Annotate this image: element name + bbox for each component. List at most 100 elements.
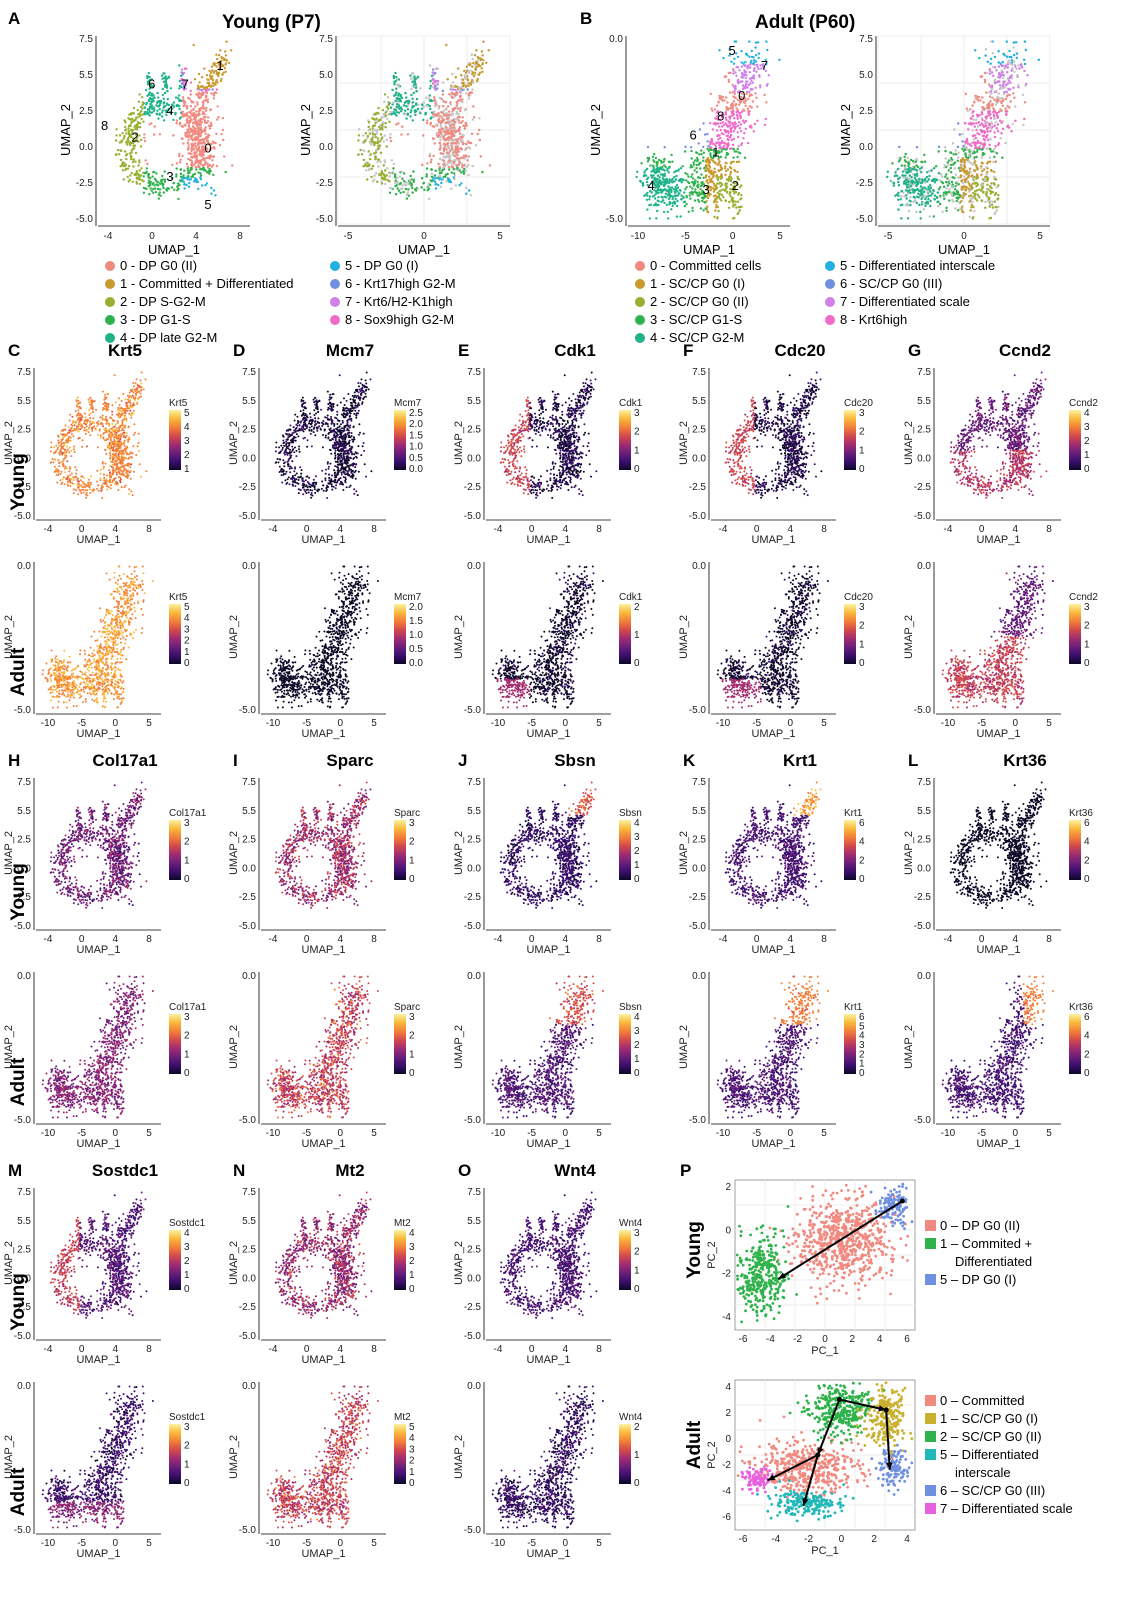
panel-title-young: Young (P7) [222, 12, 321, 33]
cell-point [205, 89, 207, 91]
cell-point [146, 111, 148, 113]
cell-point [143, 137, 145, 139]
cell-point [200, 107, 202, 109]
cell-point [159, 108, 161, 110]
cell-point [154, 184, 156, 186]
cell-point [201, 159, 203, 161]
cell-point [145, 171, 147, 173]
cell-point [140, 145, 142, 147]
cell-point [421, 108, 423, 110]
cell-point [228, 62, 230, 64]
cell-point [212, 79, 214, 81]
cell-point [138, 159, 140, 161]
cell-point [149, 187, 151, 189]
cell-point [395, 100, 397, 102]
cell-point [204, 113, 206, 115]
y-tick-label: -5.0 [76, 214, 94, 225]
cell-point [181, 68, 183, 70]
cell-point [192, 139, 194, 141]
cell-point [215, 79, 217, 81]
cell-point [178, 64, 180, 66]
cell-point [213, 97, 215, 99]
cell-point [190, 93, 192, 95]
cell-point [204, 160, 206, 162]
cell-point [377, 137, 379, 139]
cell-point [150, 101, 152, 103]
cell-point [157, 96, 159, 98]
cell-point [149, 177, 151, 179]
cell-point [133, 119, 135, 121]
cell-point [139, 115, 141, 117]
cell-point [215, 54, 217, 56]
cell-point [185, 105, 187, 107]
cell-point [429, 108, 431, 110]
cluster-label: 2 [131, 129, 138, 144]
cell-point [211, 88, 213, 90]
cell-point [201, 131, 203, 133]
cell-point [161, 175, 163, 177]
cell-point [173, 189, 175, 191]
y-axis-title: UMAP_2 [58, 104, 73, 156]
cell-point [387, 104, 389, 106]
cell-point [188, 182, 190, 184]
cell-point [157, 117, 159, 119]
cell-point [209, 157, 211, 159]
cell-point [176, 167, 178, 169]
cell-point [389, 175, 391, 177]
cell-point [405, 96, 407, 98]
cell-point [215, 92, 217, 94]
cell-point [410, 88, 412, 90]
cell-point [455, 184, 457, 186]
cell-point [184, 115, 186, 117]
cell-point [473, 116, 475, 118]
cell-point [176, 122, 178, 124]
cell-point [197, 94, 199, 96]
cell-point [204, 184, 206, 186]
cell-point [197, 171, 199, 173]
cell-point [205, 107, 207, 109]
cell-point [127, 141, 129, 143]
cell-point [149, 106, 151, 108]
cell-point [209, 127, 211, 129]
cell-point [400, 133, 402, 135]
x-axis-title: UMAP_1 [148, 242, 200, 257]
cell-point [148, 180, 150, 182]
cell-point [212, 85, 214, 87]
cell-point [201, 118, 203, 120]
cell-point [213, 70, 215, 72]
cell-point [184, 101, 186, 103]
cell-point [231, 164, 233, 166]
cell-point [220, 78, 222, 80]
cell-point [180, 176, 182, 178]
cell-point [194, 132, 196, 134]
cell-point [422, 119, 424, 121]
cell-point [138, 101, 140, 103]
cell-point [211, 66, 213, 68]
cell-point [187, 158, 189, 160]
cell-point [148, 185, 150, 187]
cell-point [146, 167, 148, 169]
cell-point [411, 191, 413, 193]
cell-point [181, 113, 183, 115]
cell-point [378, 119, 380, 121]
cell-point [402, 191, 404, 193]
cell-point [360, 149, 362, 151]
cell-point [401, 184, 403, 186]
cell-point [223, 155, 225, 157]
cell-point [182, 174, 184, 176]
cell-point [194, 119, 196, 121]
cell-point [179, 161, 181, 163]
cell-point [142, 101, 144, 103]
cell-point [136, 182, 138, 184]
cell-point [205, 136, 207, 138]
cell-point [458, 184, 460, 186]
cell-point [439, 142, 441, 144]
cell-point [150, 94, 152, 96]
cell-point [136, 170, 138, 172]
cell-point [171, 186, 173, 188]
cell-point [164, 92, 166, 94]
cell-point [180, 169, 182, 171]
cell-point [207, 79, 209, 81]
cell-point [159, 133, 161, 135]
